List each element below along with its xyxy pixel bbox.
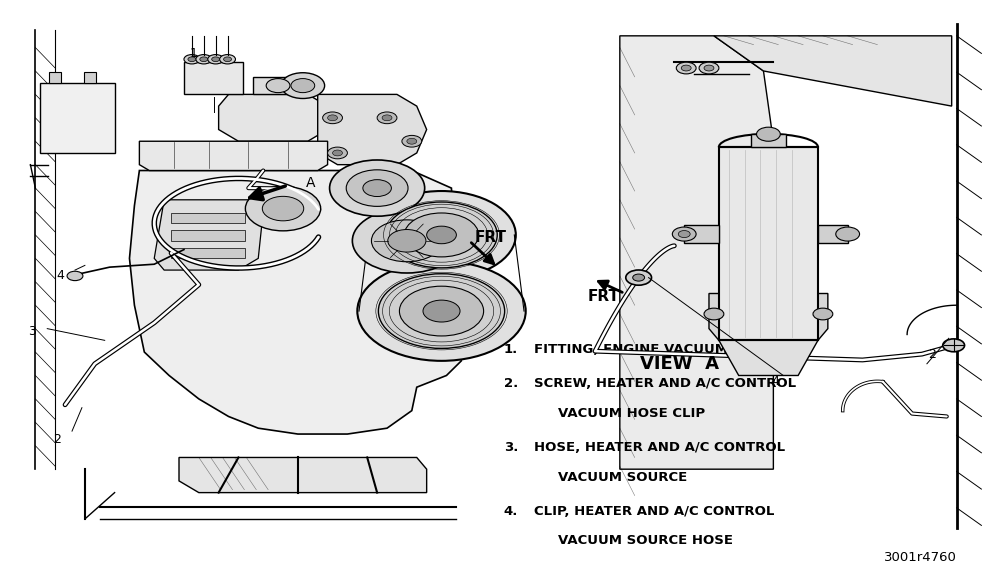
Circle shape xyxy=(405,213,479,257)
Circle shape xyxy=(679,231,690,238)
Circle shape xyxy=(332,150,342,156)
Text: VACUUM SOURCE HOSE: VACUUM SOURCE HOSE xyxy=(558,534,733,548)
Polygon shape xyxy=(714,36,951,106)
Circle shape xyxy=(327,147,347,159)
Bar xyxy=(171,212,245,223)
Circle shape xyxy=(699,62,719,74)
Bar xyxy=(818,225,848,243)
Circle shape xyxy=(757,127,781,141)
Circle shape xyxy=(942,339,964,352)
Text: 3: 3 xyxy=(29,325,37,338)
Circle shape xyxy=(382,115,392,121)
Text: 1: 1 xyxy=(189,47,197,60)
Text: A: A xyxy=(306,177,315,190)
Circle shape xyxy=(291,79,314,93)
Circle shape xyxy=(207,55,223,64)
Text: HOSE, HEATER AND A/C CONTROL: HOSE, HEATER AND A/C CONTROL xyxy=(534,441,785,454)
Circle shape xyxy=(673,227,696,241)
Circle shape xyxy=(363,180,392,197)
Text: FRT: FRT xyxy=(588,289,620,304)
Circle shape xyxy=(346,170,408,207)
Polygon shape xyxy=(218,95,327,141)
Circle shape xyxy=(184,55,199,64)
Circle shape xyxy=(67,271,83,281)
Circle shape xyxy=(195,55,211,64)
Circle shape xyxy=(199,57,207,62)
Text: 3001r4760: 3001r4760 xyxy=(884,551,956,564)
Text: FRT: FRT xyxy=(474,230,506,245)
Circle shape xyxy=(329,160,425,216)
Polygon shape xyxy=(140,141,327,170)
Circle shape xyxy=(423,300,460,322)
Text: SCREW, HEATER AND A/C CONTROL: SCREW, HEATER AND A/C CONTROL xyxy=(534,377,796,390)
Bar xyxy=(171,230,245,241)
Text: 4: 4 xyxy=(772,375,780,388)
Bar xyxy=(84,72,96,83)
Bar xyxy=(41,83,115,153)
Circle shape xyxy=(400,286,484,336)
Circle shape xyxy=(352,208,461,273)
Polygon shape xyxy=(620,36,774,469)
Circle shape xyxy=(407,139,417,144)
Bar xyxy=(184,62,243,95)
Circle shape xyxy=(377,112,397,124)
Circle shape xyxy=(281,73,324,99)
Bar xyxy=(684,225,719,243)
Polygon shape xyxy=(709,294,828,340)
Circle shape xyxy=(322,112,342,124)
Bar xyxy=(253,77,303,95)
Bar xyxy=(50,72,62,83)
Circle shape xyxy=(813,308,833,320)
Text: VACUUM HOSE CLIP: VACUUM HOSE CLIP xyxy=(558,407,705,420)
Text: 4.: 4. xyxy=(504,505,518,518)
Circle shape xyxy=(357,261,526,361)
Circle shape xyxy=(427,226,456,244)
Text: 3.: 3. xyxy=(504,441,518,454)
Circle shape xyxy=(219,55,235,64)
Text: 2: 2 xyxy=(928,349,935,362)
Polygon shape xyxy=(719,340,818,376)
Polygon shape xyxy=(179,457,427,492)
Polygon shape xyxy=(154,200,263,270)
Text: 2.: 2. xyxy=(504,377,518,390)
Circle shape xyxy=(682,65,691,71)
Circle shape xyxy=(367,191,516,279)
Circle shape xyxy=(327,115,337,121)
Circle shape xyxy=(262,196,304,221)
Circle shape xyxy=(677,62,696,74)
Circle shape xyxy=(704,65,714,71)
Circle shape xyxy=(386,202,497,268)
Circle shape xyxy=(211,57,219,62)
Circle shape xyxy=(836,227,859,241)
Circle shape xyxy=(704,308,724,320)
Bar xyxy=(719,147,818,340)
Text: 1.: 1. xyxy=(504,343,518,356)
Circle shape xyxy=(245,186,320,231)
Bar xyxy=(751,134,787,147)
Text: 4: 4 xyxy=(57,269,64,282)
Circle shape xyxy=(371,220,442,262)
Circle shape xyxy=(187,57,195,62)
Circle shape xyxy=(266,79,290,93)
Circle shape xyxy=(388,230,426,252)
Circle shape xyxy=(626,270,652,285)
Text: VACUUM SOURCE: VACUUM SOURCE xyxy=(558,471,687,484)
Text: FITTING, ENGINE VACUUM: FITTING, ENGINE VACUUM xyxy=(534,343,728,356)
Polygon shape xyxy=(130,170,461,434)
Text: VIEW  A: VIEW A xyxy=(640,355,719,373)
Polygon shape xyxy=(317,95,427,165)
Circle shape xyxy=(378,274,505,349)
Circle shape xyxy=(633,274,645,281)
Text: 2: 2 xyxy=(54,433,62,446)
Bar xyxy=(171,248,245,258)
Circle shape xyxy=(402,136,422,147)
Circle shape xyxy=(223,57,231,62)
Text: CLIP, HEATER AND A/C CONTROL: CLIP, HEATER AND A/C CONTROL xyxy=(534,505,774,518)
